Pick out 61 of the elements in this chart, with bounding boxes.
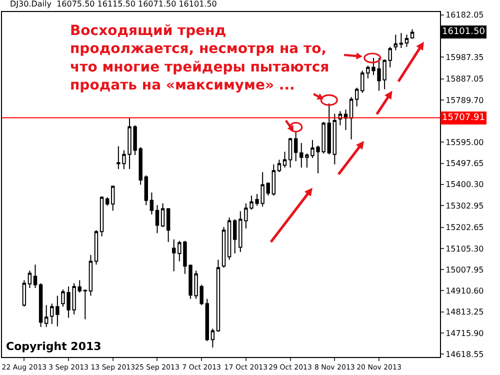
candlestick [349,96,354,140]
y-tick-label: 15302.95 [446,201,484,210]
candlestick [155,204,160,234]
candlestick [332,113,337,165]
candlestick [100,196,104,237]
y-tick-label: 15595.00 [446,138,484,147]
y-tick-label: 15497.65 [446,159,484,168]
candlestick [78,280,82,294]
candlestick [216,259,220,332]
chart-title: DJ30.Daily 16075.50 16115.50 16071.50 16101.50 [10,0,217,8]
candlestick [360,70,364,94]
candlestick [205,298,209,342]
y-tick-label: 15987.35 [446,52,484,62]
y-tick-label: 14910.60 [446,286,484,296]
candlestick [288,137,292,168]
candlestick [172,238,176,272]
candlestick [394,34,398,51]
text: 16101.50 [442,27,486,37]
candlestick [22,280,26,308]
candlestick [282,151,287,168]
candlestick [294,131,298,162]
y-tick-label: 15789.70 [446,96,484,105]
candlestick [28,270,32,288]
candlestick [277,159,282,173]
candlestick [105,196,110,206]
y-tick-label: 14715.90 [446,328,484,338]
candlestick [410,28,414,40]
candlestick [144,174,148,206]
annotation: Copyright 2013 [6,340,102,353]
annotation: Восходящий тренд продолжается, несмотря на то, что многие трейдеры пытаются продать на «максимуме» ... [70,23,330,94]
candlestick [83,289,88,320]
candlestick [111,185,115,212]
candlestick [272,164,276,196]
ref-line-label: 15707.91 [442,113,485,123]
y-tick-label: 15105.30 [446,244,484,254]
candlestick [404,34,409,48]
candlestick [138,146,142,186]
y-tick-label: 15400.30 [446,180,484,190]
candlestick [38,282,43,328]
candlestick [94,230,98,266]
candlestick [233,218,237,254]
y-tick-label: 15202.65 [446,223,484,232]
y-tick-label: 15007.95 [446,265,484,274]
y-tick-label: 14813.25 [446,308,484,317]
candlestick [44,304,48,328]
y-tick-label: 16182.05 [446,10,484,20]
y-tick-label: 15887.05 [446,74,484,84]
candlestick [222,226,226,268]
candlestick [88,254,93,296]
candlestick [33,264,38,288]
candlestick [354,87,359,107]
candlestick [160,202,165,228]
candlestick [166,208,170,242]
candlestick [266,182,270,196]
candlestick [344,109,348,131]
y-tick-label: 14618.55 [446,350,484,359]
candlestick [210,328,215,348]
candlestick [227,216,232,260]
candlestick [327,102,331,155]
candlestick [150,192,154,215]
candlestick [399,32,404,49]
